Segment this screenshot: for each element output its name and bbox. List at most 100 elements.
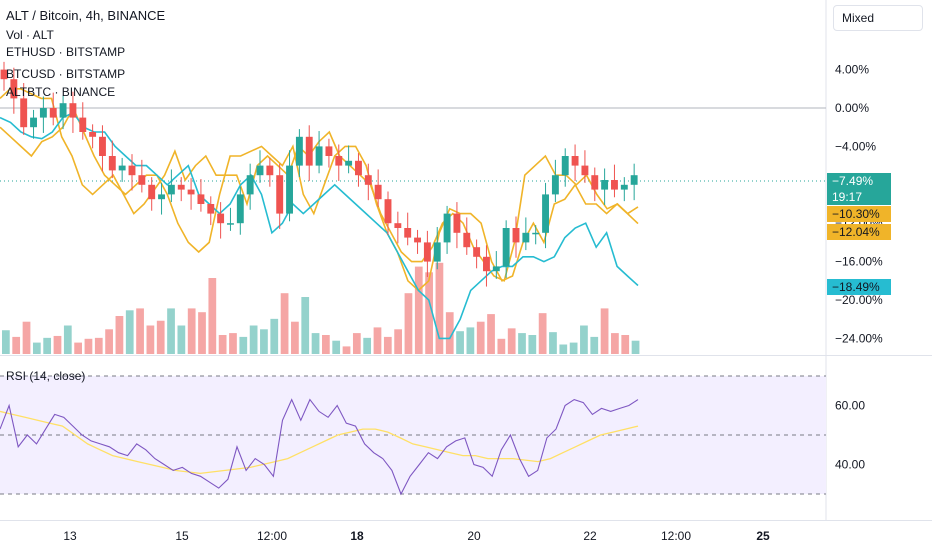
volume-bar (198, 312, 206, 354)
candle-body (542, 194, 549, 233)
candle-body (443, 213, 451, 243)
candle-body (345, 160, 353, 166)
candle-body (30, 117, 37, 128)
candle-body (433, 242, 441, 262)
candle-body (138, 175, 146, 185)
volume-bar (435, 262, 444, 354)
symbol-title[interactable]: ALT / Bitcoin, 4h, BINANCE (6, 8, 166, 23)
candle-body (118, 165, 126, 171)
volume-bar (497, 338, 506, 354)
main-pane-bg (0, 0, 826, 355)
volume-bar (342, 346, 351, 354)
time-tick-label: 25 (756, 529, 770, 543)
candle-body (89, 132, 97, 137)
candle-body (611, 180, 618, 190)
candle-body (483, 256, 490, 272)
time-tick-label: 12:00 (661, 529, 691, 543)
legend-altbtc[interactable]: ALTBTC · BINANCE (6, 85, 116, 99)
candle-body (187, 189, 195, 195)
candle-body (10, 79, 18, 99)
candle-body (453, 213, 461, 233)
volume-bar (559, 344, 568, 354)
candle-body (177, 184, 185, 190)
candle-body (571, 156, 579, 166)
candle-body (59, 103, 67, 118)
candle-body (39, 108, 47, 118)
time-tick-label: 12:00 (257, 529, 287, 543)
volume-bar (600, 308, 609, 354)
volume-bar (425, 272, 433, 354)
candle-body (502, 228, 510, 267)
volume-line (0, 111, 639, 340)
time-tick-label: 15 (175, 529, 189, 543)
rsi-title[interactable]: RSI (14, close) (6, 369, 86, 383)
price-tick-label: 4.00% (835, 63, 869, 77)
volume-bar (621, 335, 630, 354)
volume-bar (260, 329, 268, 354)
price-tick-label: −16.00% (835, 255, 883, 269)
time-tick-label: 22 (583, 529, 597, 543)
candle-body (236, 194, 244, 224)
volume-bar (167, 308, 175, 354)
volume-bar (125, 310, 134, 354)
candle-body (335, 156, 343, 166)
btcusd-price-badge: −12.04% (827, 224, 891, 240)
time-tick-label: 13 (63, 529, 77, 543)
volume-bar (22, 321, 31, 354)
volume-bar (611, 333, 619, 354)
volume-bar (404, 293, 413, 354)
candle-body (128, 165, 136, 176)
volume-bar (291, 321, 299, 354)
time-tick-label: 20 (467, 529, 481, 543)
legend-volume[interactable]: Vol · ALT (6, 28, 54, 42)
candle-body (276, 175, 284, 214)
volume-bar (528, 335, 537, 354)
volume-bar (136, 308, 144, 354)
candle-body (197, 194, 205, 204)
candle-body (473, 247, 481, 257)
candle-body (325, 146, 333, 156)
candle-body (601, 180, 609, 190)
candle-body (384, 199, 392, 224)
price-tick-label: −4.00% (835, 139, 876, 153)
candle-body (532, 232, 540, 235)
candle-body (561, 156, 569, 176)
rsi-tick-label: 60.00 (835, 399, 865, 413)
bar-countdown: 19:17 (832, 190, 863, 204)
candle-body (355, 160, 362, 176)
candle-body (207, 204, 215, 214)
scale-mode-button[interactable]: Mixed (833, 5, 923, 31)
volume-bar (2, 330, 10, 354)
candle-body (512, 228, 520, 243)
volume-bar (229, 333, 237, 354)
candle-body (79, 117, 87, 132)
volume-bar (487, 314, 495, 354)
chart-background (0, 0, 932, 521)
candle-body (69, 103, 77, 118)
candle-body (492, 266, 500, 272)
volume-bar (270, 318, 279, 354)
legend-ethusd[interactable]: ETHUSD · BITSTAMP (6, 45, 126, 59)
volume-bar (456, 331, 464, 354)
candle-body (364, 175, 372, 185)
candle-body (295, 136, 303, 166)
rsi-ma-line (0, 410, 639, 475)
candle-body (286, 165, 293, 214)
volume-bar (332, 340, 341, 354)
candle-body (305, 136, 313, 166)
candle-body (167, 184, 175, 195)
candle-body (266, 165, 274, 176)
altbtc-price-badge: −7.49% 19:17 (827, 173, 891, 205)
volume-bar (63, 325, 72, 354)
time-tick-label: 18 (350, 529, 364, 543)
volume-bar (466, 327, 475, 354)
candle-body (217, 213, 225, 224)
altbtc-candles (0, 61, 638, 287)
candle-body (158, 194, 165, 200)
candle-body (20, 98, 28, 128)
rsi-tick-label: 40.00 (835, 458, 865, 472)
volume-bar (363, 337, 372, 354)
legend-btcusd[interactable]: BTCUSD · BITSTAMP (6, 67, 126, 81)
volume-bar (352, 333, 361, 354)
